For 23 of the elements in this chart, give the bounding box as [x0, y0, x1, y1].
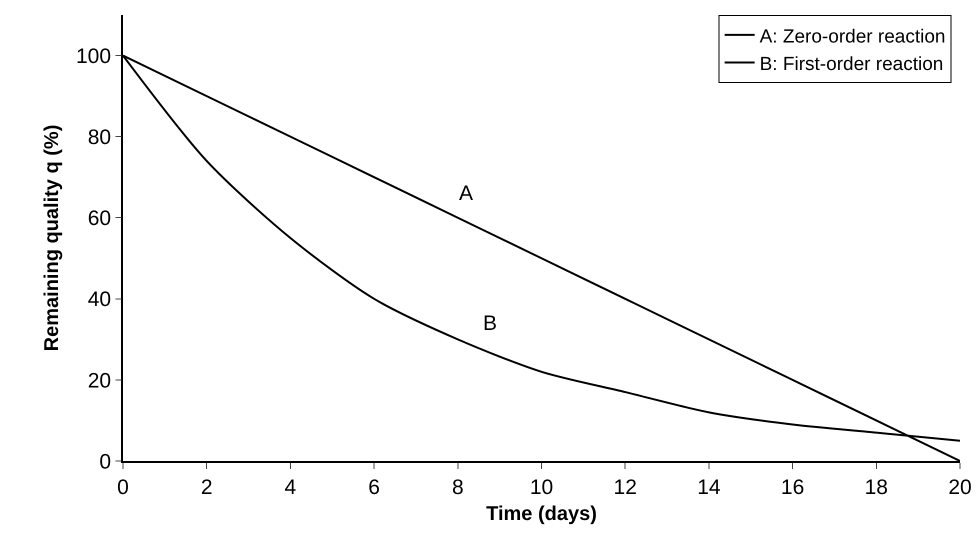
x-tick-label: 12 [614, 476, 637, 499]
x-tick-label: 16 [780, 476, 804, 499]
x-tick-label: 8 [452, 476, 464, 499]
y-tick-label: 80 [88, 126, 112, 149]
x-tick-label: 18 [864, 476, 888, 499]
x-tick-label: 4 [284, 476, 297, 499]
x-tick-label: 14 [697, 476, 721, 499]
y-tick-label: 20 [88, 369, 112, 392]
x-tick-label: 10 [530, 476, 554, 499]
annotation: B [483, 312, 498, 335]
legend-label: B: First-order reaction [760, 54, 944, 75]
y-axis-title: Remaining quality q (%) [41, 124, 64, 352]
x-tick-label: 20 [948, 476, 972, 499]
x-tick-label: 0 [117, 476, 129, 499]
x-axis-title: Time (days) [486, 502, 597, 525]
y-tick-label: 100 [76, 44, 112, 68]
y-tick-label: 40 [88, 288, 112, 312]
y-tick-label: 0 [99, 450, 112, 474]
y-tick-label: 60 [88, 207, 112, 230]
x-tick-label: 6 [368, 476, 380, 499]
annotation: A [459, 182, 474, 205]
x-tick-label: 2 [200, 476, 213, 499]
legend-label: A: Zero-order reaction [760, 26, 946, 48]
